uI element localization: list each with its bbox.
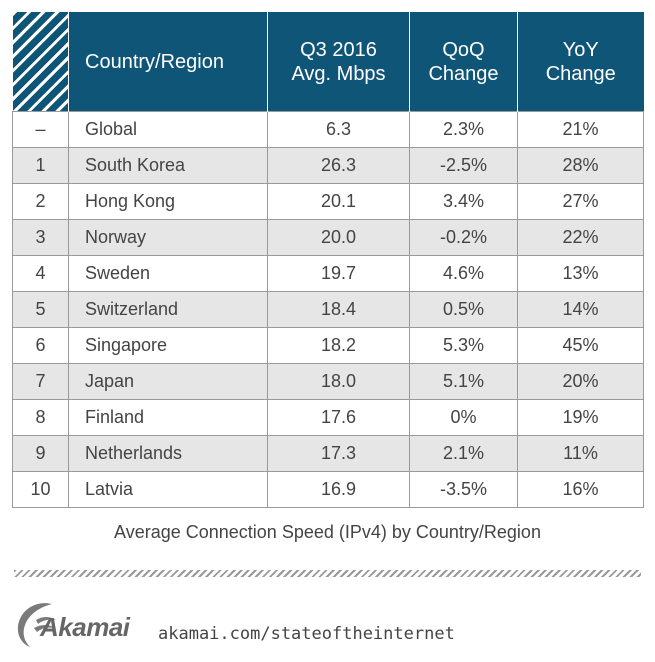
speed-cell: 6.3 [267, 111, 410, 148]
header-country: Country/Region [68, 12, 268, 112]
header-yoy-line2: Change [545, 62, 616, 85]
table-row: 2 Hong Kong 20.1 3.4% 27% [12, 183, 644, 220]
speed-cell: 26.3 [267, 147, 410, 184]
connection-speed-table: Country/Region Q3 2016 Avg. Mbps QoQ Cha… [12, 12, 644, 508]
header-yoy: YoY Change [517, 12, 644, 112]
yoy-cell: 22% [517, 219, 644, 256]
rank-cell: 5 [12, 291, 69, 328]
yoy-cell: 45% [517, 327, 644, 364]
table-row: 5 Switzerland 18.4 0.5% 14% [12, 291, 644, 328]
qoq-cell: -0.2% [409, 219, 518, 256]
country-cell: Norway [68, 219, 268, 256]
country-cell: Finland [68, 399, 268, 436]
logo-wordmark: Akamai [40, 612, 130, 642]
yoy-cell: 19% [517, 399, 644, 436]
header-speed: Q3 2016 Avg. Mbps [267, 12, 410, 112]
qoq-cell: -3.5% [409, 471, 518, 508]
country-cell: Netherlands [68, 435, 268, 472]
table-row: 8 Finland 17.6 0% 19% [12, 399, 644, 436]
table-row: 6 Singapore 18.2 5.3% 45% [12, 327, 644, 364]
table-row: 7 Japan 18.0 5.1% 20% [12, 363, 644, 400]
header-qoq: QoQ Change [409, 12, 518, 112]
table-row: 1 South Korea 26.3 -2.5% 28% [12, 147, 644, 184]
qoq-cell: 0% [409, 399, 518, 436]
qoq-cell: 5.3% [409, 327, 518, 364]
rank-cell: 10 [12, 471, 69, 508]
akamai-wave-icon [17, 603, 56, 647]
speed-cell: 20.1 [267, 183, 410, 220]
qoq-cell: 2.3% [409, 111, 518, 148]
rank-cell: 2 [12, 183, 69, 220]
table-row: 4 Sweden 19.7 4.6% 13% [12, 255, 644, 292]
akamai-logo: Akamai [12, 598, 152, 648]
rank-cell: 4 [12, 255, 69, 292]
header-qoq-line1: QoQ [442, 38, 485, 61]
speed-cell: 19.7 [267, 255, 410, 292]
speed-cell: 17.3 [267, 435, 410, 472]
qoq-cell: 4.6% [409, 255, 518, 292]
hatched-divider [14, 570, 641, 577]
yoy-cell: 16% [517, 471, 644, 508]
speed-cell: 18.2 [267, 327, 410, 364]
rank-cell: 8 [12, 399, 69, 436]
speed-cell: 16.9 [267, 471, 410, 508]
country-cell: South Korea [68, 147, 268, 184]
country-cell: Japan [68, 363, 268, 400]
header-country-label: Country/Region [85, 50, 224, 73]
rank-cell: 3 [12, 219, 69, 256]
table-caption: Average Connection Speed (IPv4) by Count… [114, 522, 541, 542]
qoq-cell: 5.1% [409, 363, 518, 400]
table-body: – Global 6.3 2.3% 21% 1 South Korea 26.3… [12, 111, 644, 508]
header-qoq-line2: Change [428, 62, 499, 85]
yoy-cell: 11% [517, 435, 644, 472]
hatch-header-cell [12, 12, 69, 112]
country-cell: Singapore [68, 327, 268, 364]
yoy-cell: 13% [517, 255, 644, 292]
rank-cell: 7 [12, 363, 69, 400]
rank-cell: 9 [12, 435, 69, 472]
yoy-cell: 20% [517, 363, 644, 400]
speed-cell: 18.0 [267, 363, 410, 400]
qoq-cell: 0.5% [409, 291, 518, 328]
rank-cell: – [12, 111, 69, 148]
country-cell: Hong Kong [68, 183, 268, 220]
speed-cell: 20.0 [267, 219, 410, 256]
qoq-cell: 2.1% [409, 435, 518, 472]
table-header-row: Country/Region Q3 2016 Avg. Mbps QoQ Cha… [12, 12, 644, 112]
source-url: akamai.com/stateoftheinternet [158, 624, 455, 644]
yoy-cell: 27% [517, 183, 644, 220]
rank-cell: 1 [12, 147, 69, 184]
qoq-cell: -2.5% [409, 147, 518, 184]
data-table-container: Country/Region Q3 2016 Avg. Mbps QoQ Cha… [12, 12, 644, 508]
country-cell: Latvia [68, 471, 268, 508]
table-row: 3 Norway 20.0 -0.2% 22% [12, 219, 644, 256]
rank-cell: 6 [12, 327, 69, 364]
table-row: 9 Netherlands 17.3 2.1% 11% [12, 435, 644, 472]
table-row: – Global 6.3 2.3% 21% [12, 111, 644, 148]
country-cell: Global [68, 111, 268, 148]
header-speed-line2: Avg. Mbps [291, 62, 386, 85]
country-cell: Switzerland [68, 291, 268, 328]
qoq-cell: 3.4% [409, 183, 518, 220]
speed-cell: 17.6 [267, 399, 410, 436]
header-yoy-line1: YoY [562, 38, 599, 61]
yoy-cell: 21% [517, 111, 644, 148]
header-speed-line1: Q3 2016 [300, 38, 377, 61]
yoy-cell: 28% [517, 147, 644, 184]
speed-cell: 18.4 [267, 291, 410, 328]
table-row: 10 Latvia 16.9 -3.5% 16% [12, 471, 644, 508]
country-cell: Sweden [68, 255, 268, 292]
yoy-cell: 14% [517, 291, 644, 328]
